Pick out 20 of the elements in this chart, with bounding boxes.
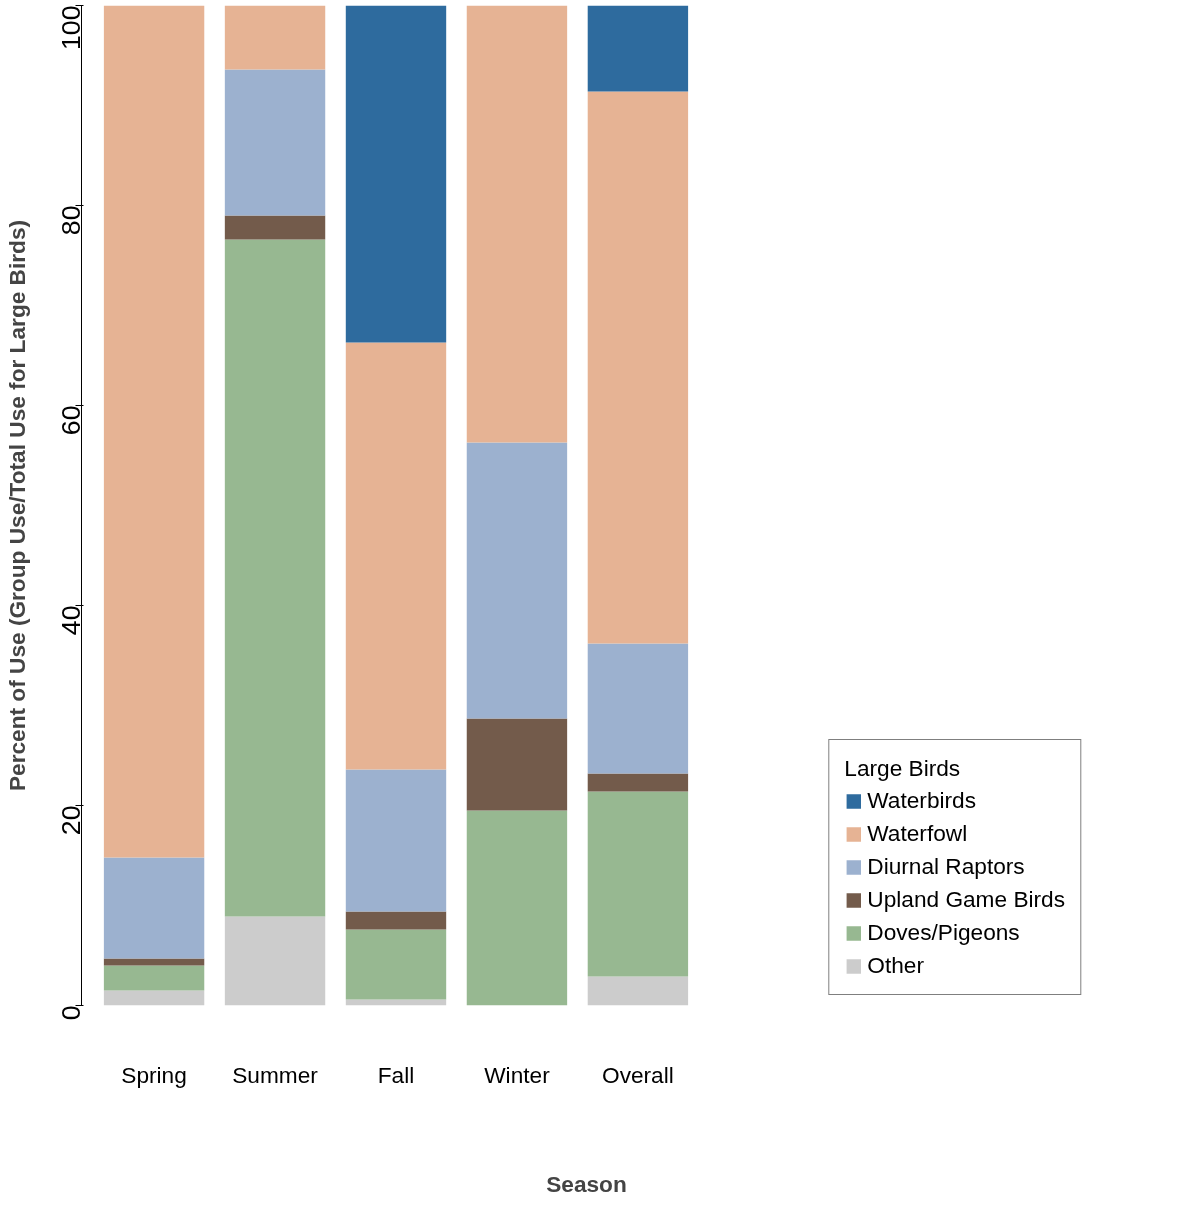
legend-label: Diurnal Raptors bbox=[867, 853, 1025, 880]
legend-title: Large Birds bbox=[844, 755, 962, 782]
x-tick-label: Overall bbox=[602, 1061, 674, 1088]
y-tick-label: 0 bbox=[55, 1005, 86, 1021]
y-tick-label: 40 bbox=[55, 605, 86, 636]
legend-label: Doves/Pigeons bbox=[867, 919, 1020, 946]
x-tick-label: Spring bbox=[121, 1061, 187, 1088]
y-tick-label: 60 bbox=[55, 405, 86, 436]
legend-label: Upland Game Birds bbox=[867, 886, 1065, 913]
legend-label: Other bbox=[867, 952, 924, 979]
legend-label: Waterfowl bbox=[867, 820, 968, 847]
y-tick-label: 100 bbox=[55, 5, 86, 50]
x-tick-label: Summer bbox=[232, 1061, 319, 1088]
y-tick-label: 80 bbox=[55, 205, 86, 236]
x-tick-label: Fall bbox=[377, 1061, 415, 1088]
x-tick-label: Winter bbox=[484, 1061, 551, 1088]
y-tick-label: 20 bbox=[55, 805, 86, 836]
legend-label: Waterbirds bbox=[867, 787, 976, 814]
x-axis-title: Season bbox=[546, 1170, 627, 1197]
y-axis-title: Percent of Use (Group Use/Total Use for Large Birds) bbox=[3, 219, 30, 792]
